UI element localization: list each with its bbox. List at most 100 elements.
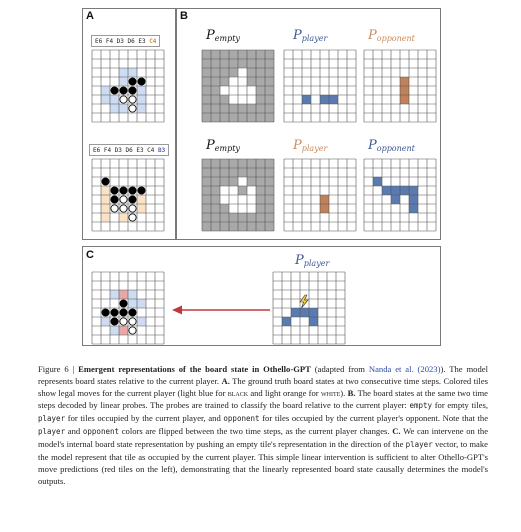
title-empty-2: Pempty <box>206 138 240 153</box>
empty-tile <box>229 95 238 104</box>
empty-tile <box>238 86 247 95</box>
caption-b-text2: for empty tiles, <box>434 400 488 411</box>
empty-tile <box>247 86 256 95</box>
move-sequence-top-prefix: E6 F4 D3 D6 E3 <box>95 38 150 45</box>
caption-adapted-pre: (adapted from <box>314 364 365 374</box>
legal-move-tile <box>128 68 137 77</box>
caption-b-label: B. <box>347 388 356 399</box>
title-empty-2-main: P <box>206 138 215 153</box>
white-disc <box>128 326 137 335</box>
caption-white-word: white <box>320 388 341 399</box>
caption-b-text4: for tiles occupied by the current player… <box>262 413 489 424</box>
black-disc <box>128 195 137 204</box>
caption-a-label: A. <box>221 376 230 387</box>
panel-a-label: A <box>86 10 94 22</box>
empty-tile <box>238 68 247 77</box>
orange-tile <box>400 77 409 86</box>
board-player-t2 <box>283 158 357 232</box>
legal-move-tile <box>137 204 146 213</box>
legal-move-tile <box>101 213 110 222</box>
black-disc <box>119 186 128 195</box>
caption-b-text3: for tiles occupied by the current player… <box>67 413 221 424</box>
legal-move-tile <box>119 213 128 222</box>
board-opponent-t1 <box>363 49 437 123</box>
empty-tile <box>238 77 247 86</box>
blue-tile <box>309 308 318 317</box>
empty-tile <box>238 204 247 213</box>
black-disc <box>119 86 128 95</box>
title-opponent-1-main: P <box>368 28 377 43</box>
title-empty-1-sub: empty <box>214 34 240 43</box>
white-disc <box>128 95 137 104</box>
caption-and-word: and <box>67 426 81 437</box>
board-opponent-t2 <box>363 158 437 232</box>
black-disc <box>128 186 137 195</box>
legal-move-tile <box>101 204 110 213</box>
orange-tile <box>320 204 329 213</box>
blue-tile <box>391 186 400 195</box>
caption-a-text2: and light orange for <box>250 388 319 399</box>
caption-empty-word: empty <box>409 401 433 411</box>
title-opponent-2: Popponent <box>368 138 415 153</box>
panel-b-label: B <box>180 10 188 22</box>
legal-move-tile <box>101 95 110 104</box>
black-disc <box>110 186 119 195</box>
caption-heading: Emergent representations of the board st… <box>78 364 311 374</box>
board-a-t1 <box>91 49 165 123</box>
black-disc <box>137 186 146 195</box>
title-player-1: Pplayer <box>293 28 327 43</box>
move-sequence-top-last: C4 <box>149 38 157 45</box>
board-empty-t2 <box>201 158 275 232</box>
legal-move-tile <box>119 68 128 77</box>
caption-c-text2: vector, to make the model represent that… <box>38 439 488 487</box>
empty-tile <box>247 186 256 195</box>
blue-tile <box>320 95 329 104</box>
blue-tile <box>409 204 418 213</box>
legal-move-tile <box>137 104 146 113</box>
caption-b-text: The board states at the same two time st… <box>38 388 488 411</box>
title-opponent-2-main: P <box>368 138 377 153</box>
blue-tile <box>391 195 400 204</box>
blue-tile <box>300 308 309 317</box>
empty-tile <box>247 95 256 104</box>
title-opponent-2-sub: opponent <box>376 144 415 153</box>
title-player-c: Pplayer <box>295 253 329 268</box>
title-player-c-main: P <box>295 253 304 268</box>
caption-a-end: ). <box>340 388 346 399</box>
legal-move-tile <box>128 299 137 308</box>
caption-citation-link[interactable]: Nanda et al. (2023) <box>368 364 441 374</box>
legal-move-tile <box>101 186 110 195</box>
title-player-2: Pplayer <box>293 138 327 153</box>
move-sequence-bottom: E6 F4 D3 D6 E3 C4 B3 <box>89 144 170 156</box>
legal-move-tile <box>110 326 119 335</box>
blue-tile <box>329 95 338 104</box>
blue-tile <box>400 186 409 195</box>
caption-opponent-word: opponent <box>223 414 260 424</box>
orange-tile <box>320 195 329 204</box>
blue-tile <box>409 186 418 195</box>
title-player-1-sub: player <box>301 34 328 43</box>
legal-move-tile <box>137 86 146 95</box>
empty-tile <box>229 77 238 86</box>
orange-tile <box>400 95 409 104</box>
title-player-c-sub: player <box>303 259 330 268</box>
blue-tile <box>291 308 300 317</box>
title-empty-2-sub: empty <box>214 144 240 153</box>
legal-move-tile <box>137 317 146 326</box>
caption-opponent-word-2: opponent <box>82 427 120 437</box>
legal-move-tile <box>101 317 110 326</box>
caption-s1: The model represents board states relati… <box>38 364 488 387</box>
figure-caption: Figure 6 | Emergent representations of t… <box>38 363 488 487</box>
white-disc <box>128 213 137 222</box>
legal-move-tile <box>137 195 146 204</box>
empty-tile <box>247 195 256 204</box>
black-disc <box>101 308 110 317</box>
move-sequence-top: E6 F4 D3 D6 E3 C4 <box>91 35 161 47</box>
white-disc <box>128 317 137 326</box>
board-c-result <box>91 271 165 345</box>
caption-adapted-post: ). <box>440 364 446 374</box>
board-player-t1 <box>283 49 357 123</box>
empty-tile <box>229 86 238 95</box>
black-disc <box>110 195 119 204</box>
legal-move-tile <box>119 77 128 86</box>
